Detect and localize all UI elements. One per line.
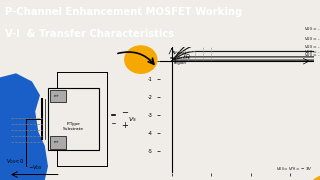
Text: P-Channel Enhancement MOSFET Working: P-Channel Enhancement MOSFET Working (5, 7, 242, 17)
PathPatch shape (0, 73, 48, 180)
Text: +: + (122, 122, 128, 130)
Text: $V_{GS}$ = -5V: $V_{GS}$ = -5V (304, 48, 320, 56)
Text: $V_S$: $V_S$ (128, 115, 137, 124)
Text: $V_{GS}$ = -6V: $V_{GS}$ = -6V (304, 43, 320, 51)
Text: $I_D$: $I_D$ (183, 51, 191, 61)
Circle shape (306, 174, 320, 180)
Text: $V_{GS}=V_{TH}=-3V$: $V_{GS}=V_{TH}=-3V$ (276, 166, 312, 173)
Text: −: − (122, 108, 129, 117)
Text: linear
resistance
region: linear resistance region (169, 51, 190, 65)
Text: $V_{GS}$<0: $V_{GS}$<0 (6, 158, 25, 166)
Text: n+: n+ (54, 94, 60, 98)
Text: $-V_{DS}$: $-V_{DS}$ (28, 163, 43, 172)
Text: V-I  & Transfer Characteristics: V-I & Transfer Characteristics (5, 29, 174, 39)
Circle shape (125, 46, 157, 73)
Bar (50, 90, 66, 102)
Text: $V_{GS}$ = -4V: $V_{GS}$ = -4V (304, 52, 320, 59)
Bar (50, 136, 66, 148)
Text: $V_{GS}$ = -7V: $V_{GS}$ = -7V (304, 35, 320, 43)
Text: n+: n+ (54, 140, 60, 144)
Text: P-Type
Substrate: P-Type Substrate (63, 122, 84, 131)
Bar (48, 88, 99, 150)
Text: $V_{GS}$ = -8V: $V_{GS}$ = -8V (304, 26, 320, 33)
